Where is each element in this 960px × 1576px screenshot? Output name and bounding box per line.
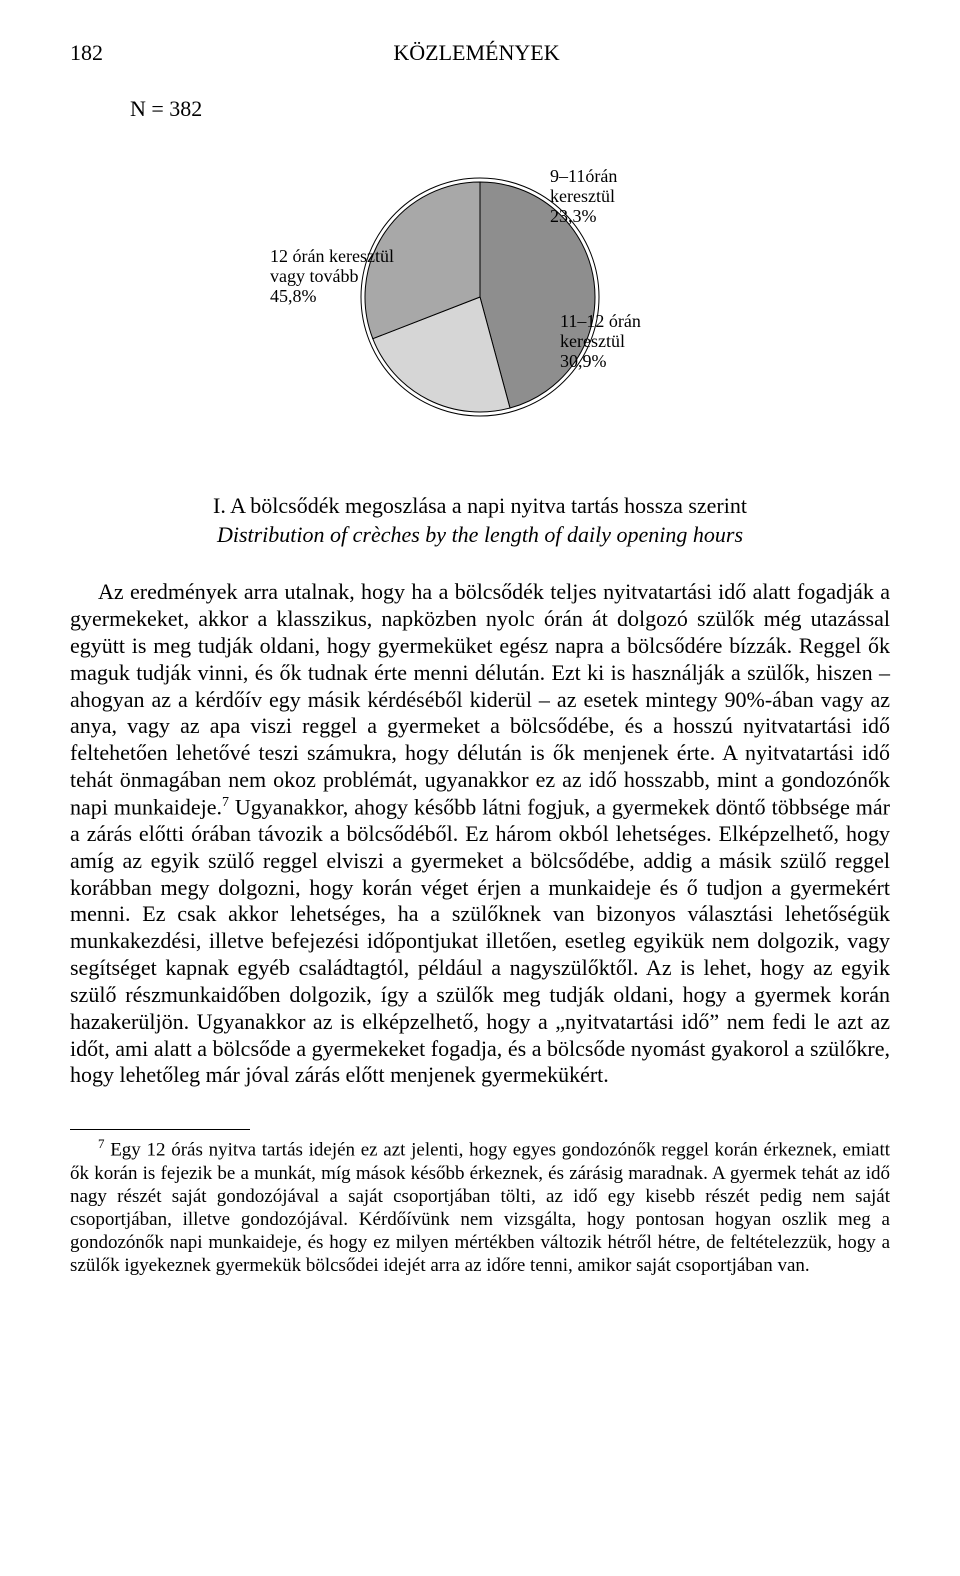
footnote-separator [70, 1129, 250, 1130]
running-head: KÖZLEMÉNYEK [393, 40, 559, 66]
page-header: 182 KÖZLEMÉNYEK [70, 40, 890, 66]
header-spacer [850, 40, 890, 66]
pie-chart-container: 12 órán keresztülvagy tovább45,8%9–11órá… [70, 132, 890, 462]
page: 182 KÖZLEMÉNYEK N = 382 12 órán keresztü… [0, 0, 960, 1338]
body-part-1: Az eredmények arra utalnak, hogy ha a bö… [70, 579, 890, 819]
pie-chart: 12 órán keresztülvagy tovább45,8%9–11órá… [220, 132, 740, 462]
caption-en: Distribution of crèches by the length of… [70, 521, 890, 550]
footnote-7: 7 Egy 12 órás nyitva tartás idején ez az… [70, 1136, 890, 1277]
figure-caption: I. A bölcsődék megoszlása a napi nyitva … [70, 492, 890, 549]
caption-hu: I. A bölcsődék megoszlása a napi nyitva … [70, 492, 890, 521]
body-paragraph: Az eredmények arra utalnak, hogy ha a bö… [70, 579, 890, 1089]
page-number: 182 [70, 40, 103, 66]
footnote-ref-7: 7 [222, 795, 229, 810]
sample-size-label: N = 382 [130, 96, 890, 122]
pie-slice-label: 9–11óránkeresztül23,3% [550, 166, 617, 226]
body-part-2: Ugyanakkor, ahogy később látni fogjuk, a… [70, 794, 890, 1087]
footnote-text: Egy 12 órás nyitva tartás idején ez azt … [70, 1140, 890, 1277]
pie-slice-label: 11–12 óránkeresztül30,9% [560, 311, 641, 371]
